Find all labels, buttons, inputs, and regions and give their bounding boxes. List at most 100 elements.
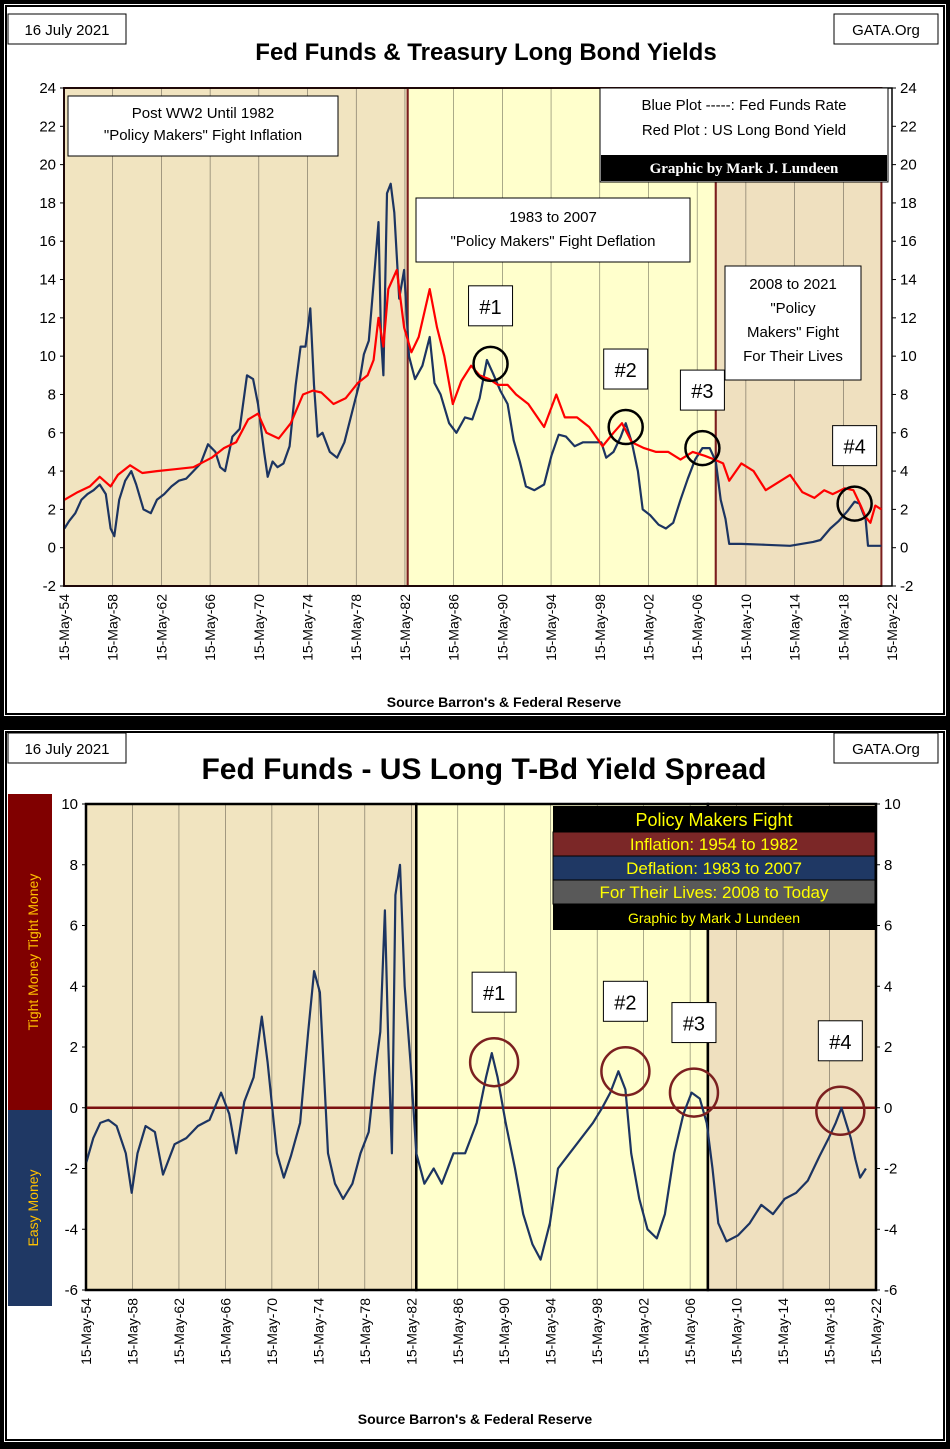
- x-tick-label: 15-May-78: [357, 1298, 373, 1365]
- x-tick-label: 15-May-06: [689, 594, 705, 661]
- marker-box-4: [817, 1020, 863, 1062]
- marker-circle-1: [472, 345, 509, 383]
- era1-box: [67, 95, 339, 157]
- y-tick-label-right: 12: [900, 310, 917, 327]
- policy-legend: Policy Makers Fight Inflation: 1954 to 1…: [552, 806, 876, 930]
- marker-label-1: #1: [479, 297, 501, 319]
- y-tick-label-left: 4: [70, 978, 78, 995]
- site-label: GATA.Org: [852, 22, 920, 39]
- credit-bar: [601, 155, 887, 181]
- x-tick-label: 15-May-06: [682, 1298, 698, 1365]
- marker-label-2: #2: [615, 360, 637, 382]
- y-tick-label-left: 22: [39, 118, 56, 135]
- marker-label-4: #4: [843, 437, 865, 459]
- era2-line1: 1983 to 2007: [509, 209, 597, 226]
- era1-line2: "Policy Makers" Fight Inflation: [104, 127, 302, 144]
- y-tick-label-left: 8: [70, 857, 78, 874]
- x-tick-label: 15-May-14: [787, 594, 803, 661]
- marker-box-4: [832, 425, 878, 467]
- era-band-1: [63, 87, 409, 587]
- y-tick-label-right: -2: [900, 578, 913, 595]
- y-tick-label-left: -6: [65, 1282, 78, 1299]
- marker-circle-1: [468, 1036, 520, 1088]
- y-tick-label-right: 2: [900, 501, 908, 518]
- era3-line1: 2008 to 2021: [749, 276, 837, 293]
- y-tick-label-left: 18: [39, 195, 56, 212]
- era3-line3: Makers" Fight: [747, 324, 840, 341]
- y-tick-label-right: 8: [884, 857, 892, 874]
- y-tick-label-left: 20: [39, 157, 56, 174]
- plot-frame: [63, 87, 893, 587]
- y-tick-label-right: -6: [884, 1282, 897, 1299]
- x-tick-label: 15-May-70: [264, 1298, 280, 1365]
- y-tick-label-left: 10: [39, 348, 56, 365]
- era1-line1: Post WW2 Until 1982: [132, 105, 275, 122]
- y-tick-label-right: 18: [900, 195, 917, 212]
- x-tick-label: 15-May-58: [105, 594, 121, 661]
- x-tick-label: 15-May-66: [217, 1298, 233, 1365]
- y-tick-label-right: 10: [884, 796, 901, 813]
- x-tick-label: 15-May-86: [446, 594, 462, 661]
- x-tick-label: 15-May-82: [403, 1298, 419, 1365]
- marker-box-1: [471, 971, 517, 1013]
- y-tick-label-right: -2: [884, 1161, 897, 1178]
- x-tick-label: 15-May-90: [494, 594, 510, 661]
- date-label-2: 16 July 2021: [24, 741, 109, 758]
- x-tick-label: 15-May-74: [310, 1298, 326, 1365]
- easy-money-bar: [8, 1110, 52, 1306]
- marker-label-3: #3: [683, 1014, 705, 1036]
- legend-header: Policy Makers Fight: [635, 810, 792, 830]
- x-tick-label: 15-May-54: [56, 594, 72, 661]
- site-label-2: GATA.Org: [852, 741, 920, 758]
- legend-credit: Graphic by Mark J Lundeen: [628, 910, 800, 926]
- series-line-1: [85, 863, 867, 1261]
- x-tick-label: 15-May-98: [589, 1298, 605, 1365]
- y-tick-label-right: 6: [884, 918, 892, 935]
- marker-label-1: #1: [483, 983, 505, 1005]
- site-box: [833, 13, 939, 45]
- y-tick-label-right: 4: [900, 463, 908, 480]
- y-tick-label-right: 0: [884, 1100, 892, 1117]
- era-band-1: [84, 802, 418, 1292]
- date-box-2: [7, 732, 127, 764]
- marker-box-1: [468, 285, 514, 327]
- x-tick-label: 15-May-82: [397, 594, 413, 661]
- y-tick-label-right: 8: [900, 386, 908, 403]
- era2-line2: "Policy Makers" Fight Deflation: [451, 233, 656, 250]
- y-tick-label-left: 6: [48, 425, 56, 442]
- x-tick-label: 15-May-66: [202, 594, 218, 661]
- marker-label-3: #3: [691, 381, 713, 403]
- tight-money-label: Tight Money Tight Money: [25, 874, 41, 1031]
- y-tick-label-right: 6: [900, 425, 908, 442]
- marker-box-3: [679, 369, 725, 411]
- x-tick-label: 15-May-70: [251, 594, 267, 661]
- x-tick-label: 15-May-10: [729, 1298, 745, 1365]
- era3-box: [724, 265, 862, 381]
- y-tick-label-left: -4: [65, 1221, 78, 1238]
- y-tick-label-right: 10: [900, 348, 917, 365]
- credit-text: Graphic by Mark J. Lundeen: [650, 161, 839, 177]
- marker-circle-4: [836, 485, 873, 522]
- tight-money-bar: [8, 794, 52, 1110]
- date-label: 16 July 2021: [24, 22, 109, 39]
- y-tick-label-left: 16: [39, 233, 56, 250]
- y-tick-label-left: 24: [39, 80, 56, 97]
- legend-row1: Inflation: 1954 to 1982: [630, 835, 798, 854]
- x-tick-label: 15-May-74: [300, 594, 316, 661]
- y-tick-label-left: -2: [65, 1161, 78, 1178]
- y-tick-label-left: -2: [43, 578, 56, 595]
- y-tick-label-left: 4: [48, 463, 56, 480]
- y-tick-label-right: 24: [900, 80, 917, 97]
- x-tick-label: 15-May-98: [592, 594, 608, 661]
- y-tick-label-right: 22: [900, 118, 917, 135]
- site-box-2: [833, 732, 939, 764]
- x-tick-label: 15-May-22: [884, 594, 900, 661]
- y-tick-label-left: 6: [70, 918, 78, 935]
- x-tick-label: 15-May-58: [124, 1298, 140, 1365]
- x-tick-label: 15-May-18: [822, 1298, 838, 1365]
- y-tick-label-right: 14: [900, 272, 917, 289]
- y-tick-label-right: -4: [884, 1221, 897, 1238]
- x-tick-label: 15-May-54: [78, 1298, 94, 1365]
- x-tick-label: 15-May-90: [496, 1298, 512, 1365]
